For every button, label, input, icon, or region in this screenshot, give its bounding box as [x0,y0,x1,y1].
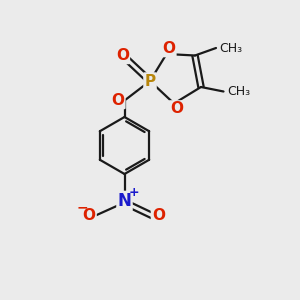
Text: +: + [129,185,140,199]
Text: O: O [111,93,124,108]
Text: −: − [76,201,88,214]
Text: O: O [82,208,96,224]
Text: P: P [144,74,156,88]
Text: CH₃: CH₃ [220,41,243,55]
Text: O: O [162,41,176,56]
Text: CH₃: CH₃ [227,85,250,98]
Text: O: O [170,101,183,116]
Text: O: O [116,48,129,63]
Text: O: O [152,208,165,224]
Text: N: N [118,192,131,210]
